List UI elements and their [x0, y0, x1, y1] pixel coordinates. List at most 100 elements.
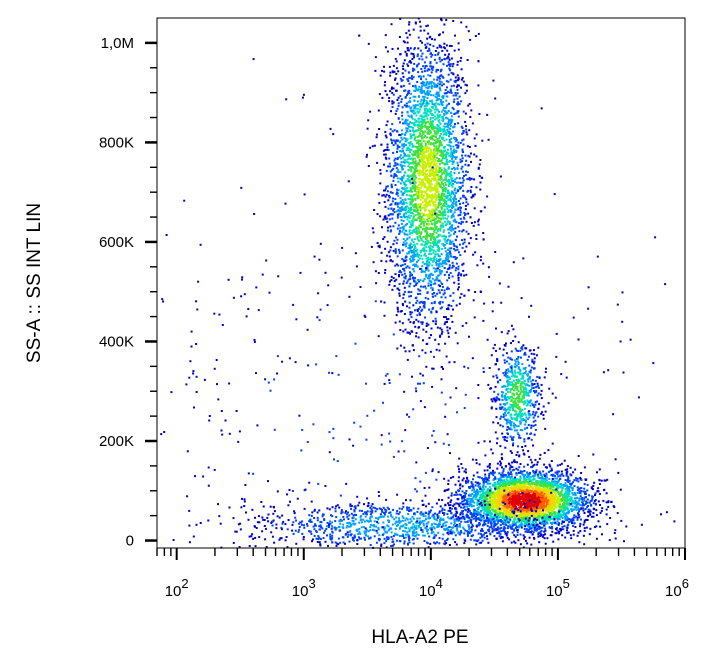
data-point [401, 249, 404, 252]
data-point [442, 150, 445, 153]
data-point [434, 58, 436, 61]
data-point [390, 138, 393, 141]
data-point [522, 403, 525, 406]
data-point [403, 272, 406, 275]
data-point [419, 49, 422, 52]
data-point [428, 82, 430, 85]
data-point [404, 263, 407, 266]
data-point [506, 371, 509, 374]
data-point [495, 407, 498, 410]
data-point [540, 510, 543, 513]
data-point [453, 151, 456, 154]
data-point [516, 429, 519, 432]
data-point [514, 382, 517, 385]
data-point [384, 195, 387, 198]
data-point [458, 493, 461, 496]
data-point [415, 209, 418, 212]
data-point [471, 489, 474, 492]
data-point [427, 193, 430, 196]
data-point [449, 198, 452, 201]
data-point [434, 153, 437, 156]
data-point [436, 85, 439, 87]
data-point [457, 268, 460, 271]
data-point [445, 44, 448, 47]
data-point [417, 239, 420, 242]
data-point [446, 117, 449, 120]
data-point [418, 257, 421, 260]
data-point [443, 323, 446, 326]
data-point [420, 243, 423, 246]
data-point [479, 181, 482, 184]
data-point [523, 427, 526, 430]
data-point [408, 21, 411, 24]
data-point [374, 270, 377, 273]
data-point [504, 407, 507, 410]
data-point [454, 168, 457, 171]
data-point [523, 372, 526, 375]
data-point [422, 125, 425, 128]
data-point [575, 515, 578, 518]
data-point [433, 78, 435, 81]
data-point [441, 262, 444, 265]
data-point [485, 503, 488, 506]
data-point [434, 159, 437, 161]
data-point [403, 122, 406, 125]
data-point [445, 134, 448, 136]
data-point [401, 302, 404, 305]
data-point [443, 244, 446, 247]
data-point [415, 169, 418, 172]
data-point [516, 382, 519, 384]
data-point [452, 149, 455, 152]
data-point [384, 153, 387, 156]
data-point [410, 170, 413, 173]
data-point [492, 421, 495, 424]
data-point [522, 506, 525, 509]
data-point [377, 193, 380, 196]
data-point [437, 69, 439, 71]
data-point [409, 313, 412, 316]
data-point [405, 229, 408, 232]
data-point [402, 220, 405, 222]
data-point [522, 413, 525, 416]
data-point [425, 112, 428, 115]
data-point [439, 198, 442, 201]
data-point [438, 56, 441, 59]
data-point [464, 120, 467, 123]
data-point [420, 221, 423, 224]
data-point [527, 424, 530, 426]
data-point [455, 177, 458, 180]
data-point [526, 384, 529, 387]
data-point [421, 134, 424, 137]
data-point [446, 130, 449, 133]
data-point [417, 111, 420, 114]
data-point [443, 214, 446, 217]
data-point [405, 149, 408, 152]
data-point [401, 203, 404, 206]
data-point [389, 213, 392, 216]
data-point [431, 233, 434, 236]
data-point [534, 403, 537, 406]
data-point [462, 130, 465, 133]
data-point [431, 293, 434, 295]
data-point [455, 144, 458, 147]
data-point [450, 120, 453, 123]
data-point [412, 130, 415, 133]
data-point [457, 274, 460, 277]
data-point [429, 163, 432, 166]
data-point [429, 74, 432, 77]
data-point [435, 130, 438, 133]
data-point [513, 389, 516, 392]
data-point [448, 182, 451, 185]
data-point [403, 286, 406, 289]
data-point [517, 479, 520, 482]
data-point [446, 217, 448, 220]
data-point [447, 215, 450, 218]
data-point [524, 423, 527, 426]
data-point [396, 177, 399, 180]
data-point [430, 310, 433, 313]
data-point [452, 219, 455, 222]
data-point [421, 102, 424, 105]
data-point [490, 523, 493, 526]
data-point [517, 425, 520, 428]
data-point [434, 174, 437, 177]
